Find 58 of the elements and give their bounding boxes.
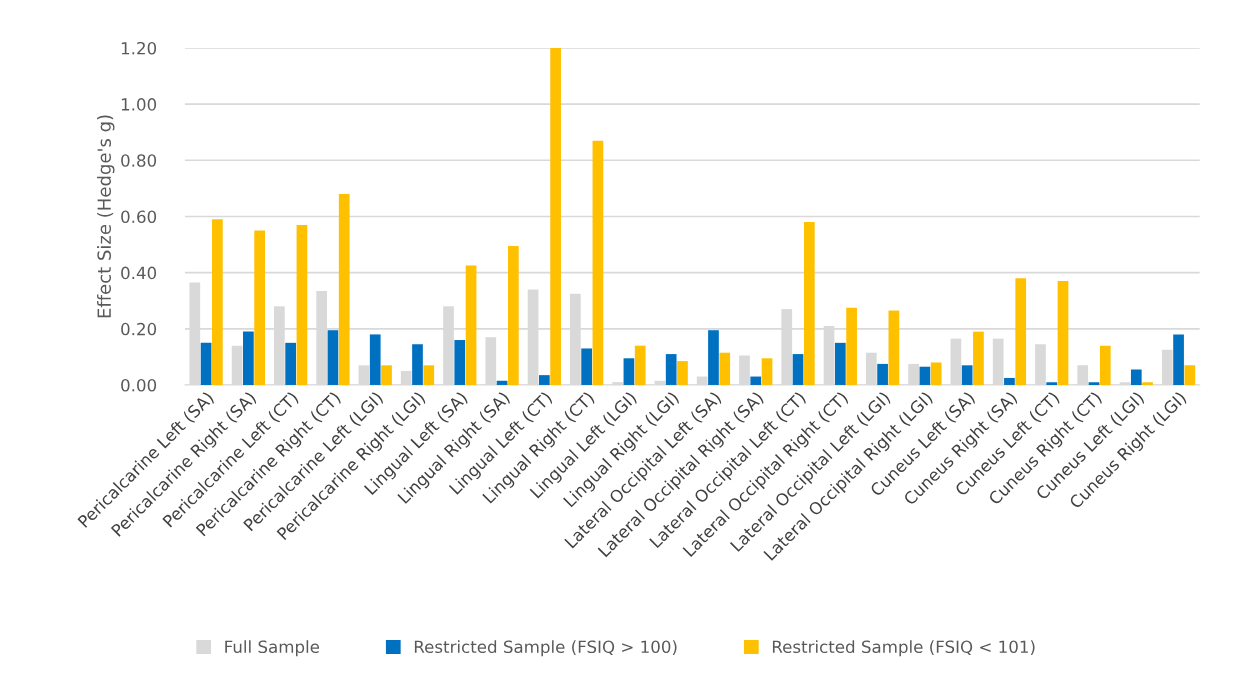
bar [792,354,804,385]
bar [1004,377,1015,385]
legend-label: Restricted Sample (FSIQ < 101) [772,640,1035,657]
bar [1130,369,1142,385]
bar [634,345,646,385]
bar [1015,278,1027,385]
bar [1184,365,1196,385]
bar [919,366,931,385]
legend-label: Restricted Sample (FSIQ > 100) [414,640,677,657]
bar [538,375,550,385]
bar [930,362,942,385]
bar [412,344,423,385]
bar [1046,382,1058,385]
bar [465,265,477,385]
bar [803,222,815,385]
bar [550,47,561,385]
bar [254,230,265,385]
legend-label: Full Sample [225,640,320,657]
bar [369,334,381,385]
bar [1173,334,1184,385]
y-tick-label: 1.20 [121,41,157,55]
bar [1088,382,1100,385]
bar [708,330,719,385]
bar [243,331,254,385]
bar [200,342,212,385]
bar [212,219,223,385]
bar [677,361,688,385]
bar [507,245,519,385]
bar [338,193,350,385]
y-axis-title: Effect Size (Hedge's g) [97,115,115,318]
bar [423,365,435,385]
bar [327,330,339,385]
bar [888,310,900,385]
bar [846,307,857,385]
y-tick-label: 1.00 [121,98,157,111]
y-tick-label: 0.40 [121,266,157,280]
bar [454,340,466,385]
bar [719,352,731,385]
bar [623,358,635,385]
bar [834,342,846,385]
bar [877,363,888,385]
bar [592,140,604,385]
bar [961,365,973,385]
bar [581,348,592,385]
bar [750,376,762,385]
bar [381,365,392,385]
bar [1142,382,1153,385]
bar [296,224,308,385]
bar [665,354,677,385]
y-tick-label: 0.80 [121,154,157,167]
bar [1099,345,1111,385]
y-tick-label: 0.60 [121,210,157,224]
bar [1057,281,1069,385]
y-tick-label: 0.00 [121,378,157,392]
y-tick-label: 0.20 [121,322,157,336]
bar [973,331,984,385]
bar [761,358,773,385]
bar [285,342,297,385]
